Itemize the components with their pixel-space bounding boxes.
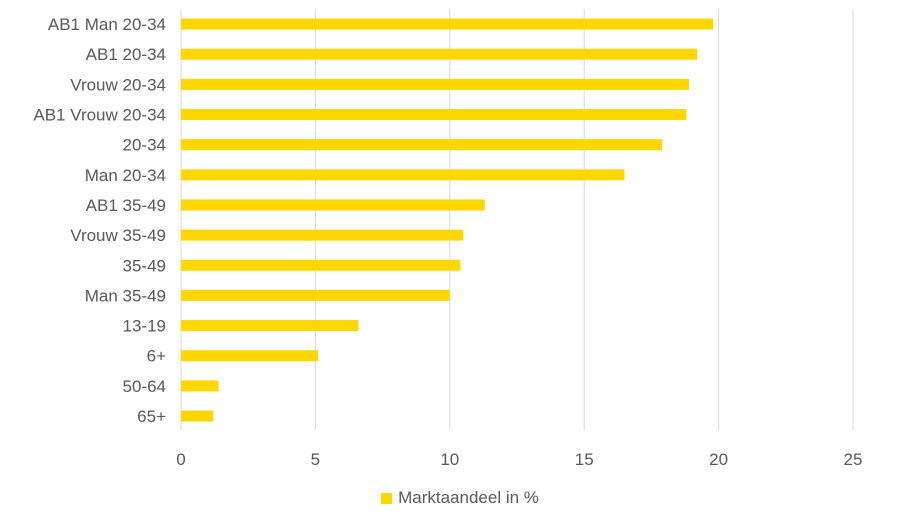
x-tick-label: 10 — [440, 450, 459, 469]
bar — [181, 109, 687, 121]
legend: Marktaandeel in % — [0, 488, 920, 508]
category-label: AB1 Man 20-34 — [48, 15, 166, 34]
bar — [181, 320, 359, 332]
bar — [181, 48, 698, 60]
bar — [181, 169, 625, 181]
category-label: Man 35-49 — [85, 286, 166, 305]
bar — [181, 259, 461, 271]
bar — [181, 410, 214, 422]
category-label: 35-49 — [123, 256, 166, 275]
category-label: Vrouw 35-49 — [70, 226, 166, 245]
bar — [181, 289, 450, 301]
bar-chart-plot: 0 5 10 15 20 25 AB1 Man 20-34 AB1 20-34 Vrouw 20… — [33, 9, 863, 469]
legend-label: Marktaandeel in % — [398, 488, 539, 507]
category-label: 13-19 — [123, 317, 166, 336]
legend-swatch — [381, 492, 393, 504]
category-label: AB1 35-49 — [86, 196, 166, 215]
x-tick-label: 25 — [844, 450, 863, 469]
category-label: AB1 20-34 — [86, 45, 166, 64]
category-label: 50-64 — [123, 377, 166, 396]
category-label: 65+ — [137, 407, 166, 426]
category-label: 20-34 — [123, 136, 166, 155]
x-tick-label: 20 — [709, 450, 728, 469]
x-tick-label: 15 — [575, 450, 594, 469]
category-label: Man 20-34 — [85, 166, 166, 185]
bar — [181, 139, 663, 151]
category-label: 6+ — [147, 347, 166, 366]
bar — [181, 18, 714, 30]
category-label: Vrouw 20-34 — [70, 75, 166, 94]
bar — [181, 380, 219, 392]
x-tick-label: 0 — [176, 450, 185, 469]
x-tick-label: 5 — [311, 450, 320, 469]
bar — [181, 229, 464, 241]
bar — [181, 199, 485, 211]
bar — [181, 350, 319, 362]
bar — [181, 78, 690, 90]
category-label: AB1 Vrouw 20-34 — [33, 106, 166, 125]
